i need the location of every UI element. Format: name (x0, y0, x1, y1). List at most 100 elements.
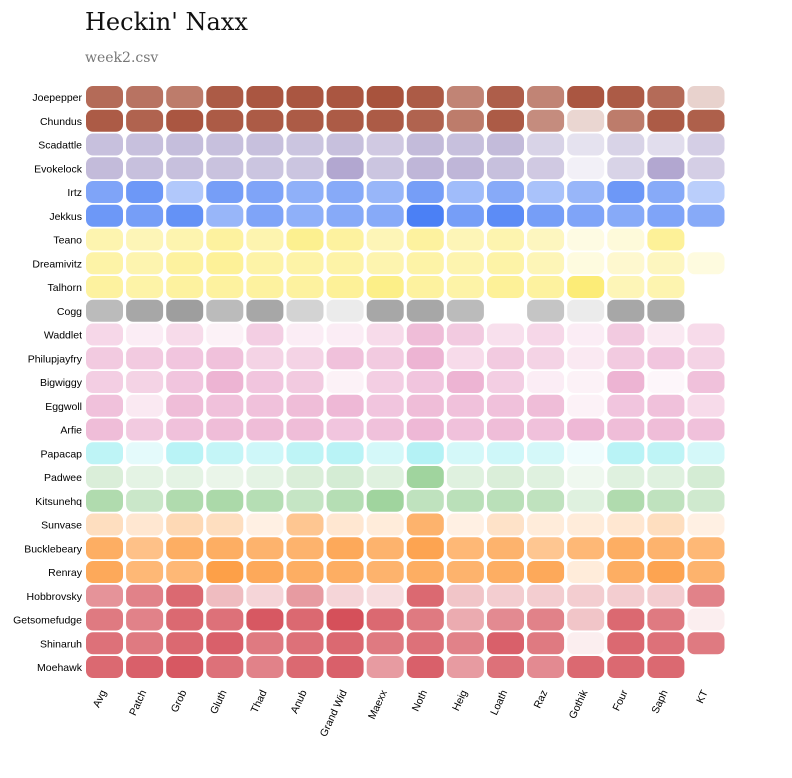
heatmap-cell (166, 347, 204, 370)
heatmap-cell (607, 537, 645, 560)
row-label: Talhorn (48, 282, 83, 294)
heatmap-cell (607, 299, 645, 322)
heatmap-cell (406, 394, 444, 417)
heatmap-cell (647, 347, 685, 370)
heatmap-cell (406, 347, 444, 370)
heatmap-cell (567, 252, 605, 275)
heatmap-cell (326, 109, 364, 132)
heatmap-cell (446, 299, 484, 322)
heatmap-cell (607, 252, 645, 275)
heatmap-cell (366, 418, 404, 441)
heatmap-cell (647, 133, 685, 156)
heatmap-cell (126, 133, 164, 156)
heatmap-cell (527, 133, 565, 156)
heatmap-cell (446, 584, 484, 607)
heatmap-cell (326, 86, 364, 108)
heatmap-cell (86, 86, 123, 108)
heatmap-cell (406, 228, 444, 251)
heatmap-cell (687, 513, 725, 536)
heatmap-cell (206, 656, 244, 678)
heatmap-cell (286, 204, 324, 227)
heatmap-cell (166, 252, 204, 275)
column-label: Heig (450, 688, 470, 713)
heatmap-cell (86, 204, 123, 227)
heatmap-cell (527, 489, 565, 512)
heatmap-cell (126, 394, 164, 417)
heatmap-cell (687, 109, 725, 132)
heatmap-cell (446, 608, 484, 631)
column-label: Noth (410, 688, 430, 713)
heatmap-cell (487, 276, 524, 298)
heatmap-cell (647, 371, 685, 393)
heatmap-cell (487, 157, 524, 180)
heatmap-cell (166, 181, 204, 203)
heatmap-cell (86, 228, 123, 251)
heatmap-cell (527, 418, 565, 441)
heatmap-cell (647, 299, 685, 322)
chart-title: Heckin' Naxx (85, 8, 248, 36)
heatmap-cell (86, 133, 123, 156)
heatmap-cell (286, 442, 324, 465)
heatmap-cell (366, 513, 404, 536)
heatmap-cell (126, 204, 164, 227)
heatmap-cell (607, 86, 645, 108)
heatmap-cell (687, 157, 725, 180)
heatmap-cell (607, 656, 645, 678)
heatmap-cell (607, 109, 645, 132)
heatmap-cell (366, 608, 404, 631)
heatmap-cell (166, 323, 204, 346)
heatmap-cell (406, 86, 444, 108)
heatmap-cell (687, 347, 725, 370)
heatmap-cell (86, 347, 123, 370)
column-label: KT (694, 688, 711, 706)
heatmap-cell (446, 371, 484, 393)
heatmap-cell (126, 513, 164, 536)
heatmap-cell (126, 228, 164, 251)
heatmap-cell (647, 86, 685, 108)
heatmap-cell (446, 133, 484, 156)
heatmap-cell (126, 537, 164, 560)
heatmap-cell (607, 632, 645, 655)
heatmap-cell (326, 204, 364, 227)
heatmap-cell (527, 276, 565, 298)
heatmap-cell (86, 442, 123, 465)
heatmap-cell (567, 228, 605, 251)
heatmap-cell (647, 537, 685, 560)
heatmap-cell (86, 608, 123, 631)
heatmap-cell (326, 489, 364, 512)
heatmap-cell (246, 537, 284, 560)
heatmap-cell (206, 418, 244, 441)
heatmap-cell (126, 109, 164, 132)
heatmap-cell (487, 442, 524, 465)
heatmap-cell (527, 584, 565, 607)
heatmap-cell (567, 394, 605, 417)
heatmap-cell (326, 252, 364, 275)
heatmap-cell (326, 608, 364, 631)
heatmap-cell (487, 323, 524, 346)
heatmap-cell (647, 323, 685, 346)
heatmap-cell (126, 157, 164, 180)
heatmap-cell (126, 608, 164, 631)
heatmap-cell (647, 584, 685, 607)
row-label: Kitsunehq (35, 496, 82, 508)
heatmap-cell (286, 513, 324, 536)
heatmap-cell (366, 228, 404, 251)
heatmap-cell (446, 489, 484, 512)
heatmap-cell (86, 252, 123, 275)
heatmap-cell (567, 466, 605, 488)
heatmap-cell (647, 157, 685, 180)
heatmap-cell (206, 347, 244, 370)
heatmap-cell (567, 537, 605, 560)
heatmap-cell (286, 466, 324, 488)
heatmap-cell (607, 584, 645, 607)
heatmap-cell (286, 489, 324, 512)
heatmap-cell (366, 109, 404, 132)
heatmap-cell (246, 323, 284, 346)
heatmap-cell (687, 442, 725, 465)
row-label: Hobbrovsky (27, 591, 83, 603)
heatmap-cell (246, 442, 284, 465)
column-label: Maexx (366, 688, 390, 722)
heatmap-cell (567, 181, 605, 203)
heatmap-cell (166, 489, 204, 512)
